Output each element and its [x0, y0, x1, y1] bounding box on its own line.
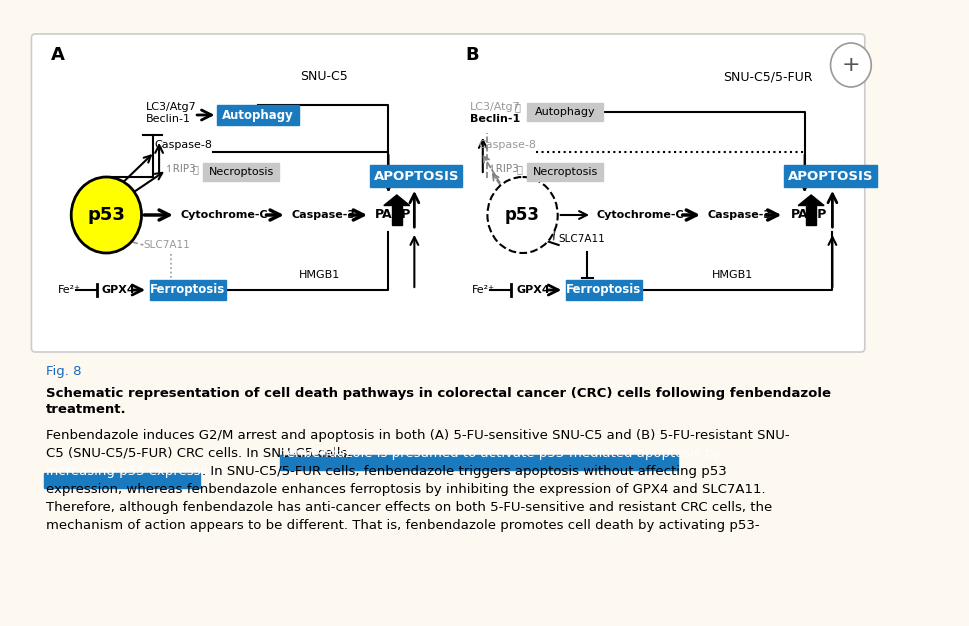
- Text: SNU-C5: SNU-C5: [299, 70, 348, 83]
- Text: fenbendazole is presumed to activate p53-mediated apoptosis by: fenbendazole is presumed to activate p53…: [282, 447, 722, 460]
- Text: treatment.: treatment.: [47, 403, 127, 416]
- Text: Caspase-8: Caspase-8: [478, 140, 536, 150]
- Text: Ferroptosis: Ferroptosis: [566, 284, 641, 297]
- FancyBboxPatch shape: [527, 163, 603, 181]
- Text: ↿RIP3: ↿RIP3: [488, 164, 520, 174]
- Text: mechanism of action appears to be different. That is, fenbendazole promotes cell: mechanism of action appears to be differ…: [47, 519, 760, 532]
- FancyBboxPatch shape: [31, 34, 864, 352]
- FancyBboxPatch shape: [280, 455, 678, 470]
- Text: Fe²⁺: Fe²⁺: [58, 285, 81, 295]
- Text: Therefore, although fenbendazole has anti-cancer effects on both 5-FU-sensitive : Therefore, although fenbendazole has ant…: [47, 501, 772, 514]
- FancyBboxPatch shape: [566, 280, 641, 300]
- Text: Caspase-8: Caspase-8: [154, 140, 212, 150]
- Text: Autophagy: Autophagy: [222, 108, 294, 121]
- Text: GPX4: GPX4: [102, 285, 136, 295]
- Text: SNU-C5/5-FUR: SNU-C5/5-FUR: [723, 70, 812, 83]
- Text: p53: p53: [87, 206, 125, 224]
- Bar: [391, 205, 402, 225]
- Text: C5 (SNU-C5/5-FUR) CRC cells. In SNU-C5 cells,: C5 (SNU-C5/5-FUR) CRC cells. In SNU-C5 c…: [47, 447, 356, 460]
- Text: . In SNU-C5/5-FUR cells, fenbendazole triggers apoptosis without affecting p53: . In SNU-C5/5-FUR cells, fenbendazole tr…: [202, 465, 727, 478]
- Text: HMGB1: HMGB1: [298, 270, 340, 280]
- Text: APOPTOSIS: APOPTOSIS: [788, 170, 873, 183]
- FancyBboxPatch shape: [203, 163, 279, 181]
- Text: +: +: [842, 55, 860, 75]
- Circle shape: [830, 43, 871, 87]
- Text: SLC7A11: SLC7A11: [559, 234, 606, 244]
- Text: ↿RIP3: ↿RIP3: [165, 164, 197, 174]
- Text: ⧗: ⧗: [515, 102, 520, 112]
- FancyBboxPatch shape: [527, 103, 603, 121]
- Text: Caspase-3: Caspase-3: [292, 210, 356, 220]
- Text: /: /: [551, 227, 558, 241]
- Text: Caspase-3: Caspase-3: [707, 210, 771, 220]
- Text: Fe²⁺: Fe²⁺: [472, 285, 495, 295]
- FancyBboxPatch shape: [45, 473, 200, 488]
- Circle shape: [71, 177, 141, 253]
- Polygon shape: [798, 195, 824, 205]
- Text: HMGB1: HMGB1: [712, 270, 754, 280]
- Text: Beclin-1: Beclin-1: [470, 114, 520, 124]
- Text: Autophagy: Autophagy: [535, 107, 595, 117]
- Text: p53: p53: [505, 206, 540, 224]
- FancyBboxPatch shape: [217, 105, 298, 125]
- Text: SLC7A11: SLC7A11: [143, 240, 190, 250]
- FancyBboxPatch shape: [150, 280, 226, 300]
- FancyBboxPatch shape: [370, 165, 462, 187]
- Text: Necroptosis: Necroptosis: [533, 167, 598, 177]
- Text: APOPTOSIS: APOPTOSIS: [373, 170, 459, 183]
- Text: ⧗: ⧗: [516, 164, 522, 174]
- Text: Beclin-1: Beclin-1: [146, 114, 191, 124]
- Bar: [806, 205, 816, 225]
- Text: expression, whereas fenbendazole enhances ferroptosis by inhibiting the expressi: expression, whereas fenbendazole enhance…: [47, 483, 766, 496]
- FancyBboxPatch shape: [784, 165, 877, 187]
- Polygon shape: [384, 195, 410, 205]
- Text: LC3/Atg7: LC3/Atg7: [146, 102, 197, 112]
- Text: Fig. 8: Fig. 8: [47, 365, 81, 378]
- Text: GPX4: GPX4: [516, 285, 549, 295]
- Text: Ferroptosis: Ferroptosis: [150, 284, 226, 297]
- Text: PARP: PARP: [791, 208, 828, 221]
- Text: A: A: [50, 46, 65, 64]
- Text: Cytochrome-C: Cytochrome-C: [180, 210, 268, 220]
- Text: ⧗: ⧗: [193, 164, 199, 174]
- Circle shape: [487, 177, 558, 253]
- Text: Necroptosis: Necroptosis: [208, 167, 274, 177]
- Text: LC3/Atg7: LC3/Atg7: [470, 102, 520, 112]
- Text: increasing p53 expression: increasing p53 expression: [47, 465, 221, 478]
- Text: B: B: [465, 46, 479, 64]
- Text: Schematic representation of cell death pathways in colorectal cancer (CRC) cells: Schematic representation of cell death p…: [47, 387, 831, 400]
- Text: Fenbendazole induces G2/M arrest and apoptosis in both (A) 5-FU-sensitive SNU-C5: Fenbendazole induces G2/M arrest and apo…: [47, 429, 790, 442]
- Text: Cytochrome-C: Cytochrome-C: [597, 210, 684, 220]
- Text: PARP: PARP: [375, 208, 411, 221]
